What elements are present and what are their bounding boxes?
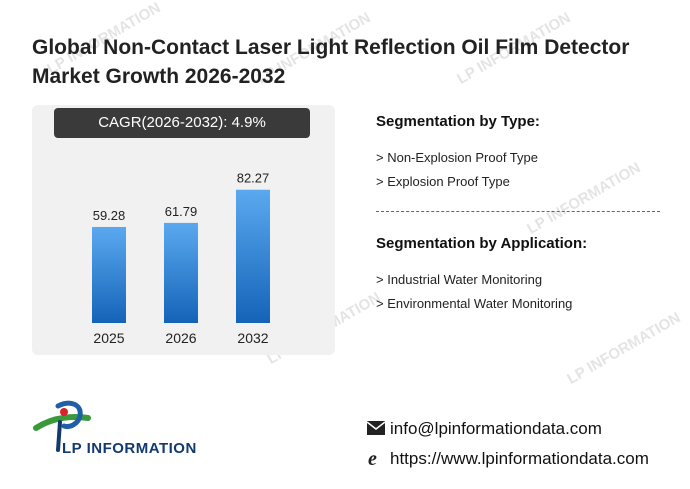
category-label: 2025 [93, 330, 124, 346]
value-label: 59.28 [93, 208, 126, 223]
segmentation-application-title: Segmentation by Application: [376, 235, 588, 252]
cagr-label: CAGR(2026-2032): [98, 114, 228, 131]
contact-website[interactable]: https://www.lpinformationdata.com [390, 449, 649, 468]
contact-email[interactable]: info@lpinformationdata.com [390, 419, 602, 438]
lp-information-logo [33, 400, 91, 452]
watermark: LP INFORMATION [564, 309, 684, 388]
divider [376, 211, 660, 212]
application-item: > Industrial Water Monitoring [376, 272, 543, 287]
brand-name: LP INFORMATION [62, 440, 197, 457]
envelope-icon [366, 421, 386, 435]
type-item: > Explosion Proof Type [376, 174, 510, 189]
value-label: 82.27 [237, 171, 270, 186]
watermark: LP INFORMATION [524, 159, 644, 238]
cagr-value: 4.9% [231, 114, 266, 131]
svg-text:e: e [368, 448, 377, 468]
bar-2032 [236, 189, 270, 323]
category-label: 2026 [165, 330, 196, 346]
category-label: 2032 [237, 330, 268, 346]
segmentation-type-title: Segmentation by Type: [376, 113, 540, 130]
browser-e-icon: e [368, 448, 377, 468]
bar-2025 [92, 226, 126, 323]
value-label: 61.79 [165, 204, 198, 219]
cagr-badge: CAGR(2026-2032): 4.9% [54, 108, 310, 138]
page-title: Global Non-Contact Laser Light Reflectio… [32, 36, 630, 88]
bar-chart: 59.28 2025 61.79 2026 82.27 2032 [92, 171, 270, 346]
application-item: > Environmental Water Monitoring [376, 296, 573, 311]
type-item: > Non-Explosion Proof Type [376, 150, 538, 165]
bar-2026 [164, 222, 198, 323]
